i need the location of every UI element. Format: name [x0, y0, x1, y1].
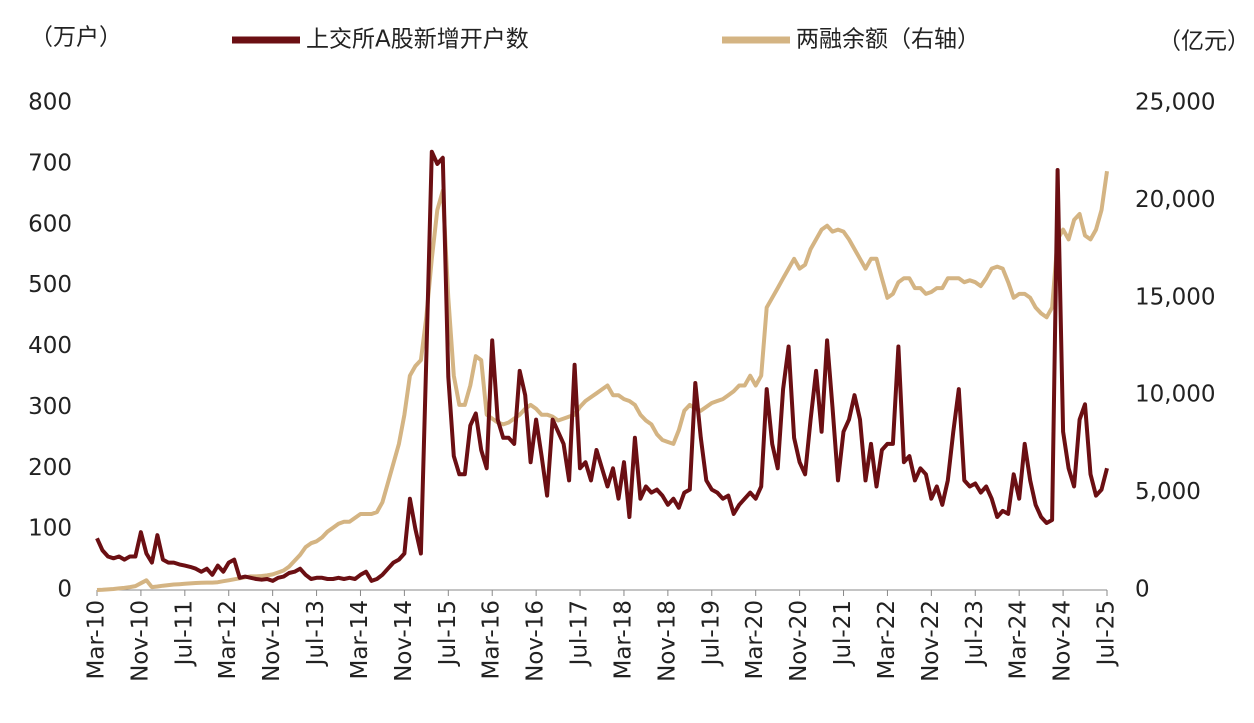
- x-tick-label: Nov-10: [127, 600, 153, 682]
- y2-tick-label: 0: [1135, 577, 1150, 603]
- y-tick-label: 100: [28, 516, 72, 542]
- y-tick-label: 400: [28, 333, 72, 359]
- y-axis-label: （万户）: [30, 25, 122, 51]
- x-tick-label: Jul-11: [171, 600, 197, 667]
- x-tick-label: Mar-22: [874, 600, 900, 680]
- x-tick-label: Mar-20: [742, 600, 768, 680]
- series-line: [95, 149, 1109, 583]
- x-tick-label: Nov-12: [259, 600, 285, 682]
- x-tick-label: Nov-18: [654, 600, 680, 682]
- x-tick-label: Jul-15: [435, 600, 461, 667]
- y2-tick-label: 20,000: [1135, 187, 1215, 213]
- x-tick-label: Mar-18: [610, 600, 636, 680]
- x-tick-label: Jul-21: [830, 600, 856, 667]
- x-tick-label: Mar-10: [84, 600, 110, 680]
- y2-tick-label: 15,000: [1135, 284, 1215, 310]
- x-tick-label: Jul-25: [1094, 600, 1120, 667]
- x-tick-label: Mar-14: [347, 600, 373, 680]
- x-tick-label: Nov-22: [918, 600, 944, 682]
- x-tick-label: Nov-14: [391, 600, 417, 682]
- y-tick-label: 500: [28, 272, 72, 298]
- y-tick-label: 800: [28, 90, 72, 116]
- y2-tick-label: 5,000: [1135, 479, 1201, 505]
- y-tick-label: 700: [28, 150, 72, 176]
- series-line: [96, 170, 1109, 592]
- x-tick-label: Jul-13: [303, 600, 329, 667]
- x-tick-label: Nov-24: [1050, 600, 1076, 682]
- legend-label: 上交所A股新增开户数: [306, 27, 529, 53]
- x-tick-label: Nov-20: [786, 600, 812, 682]
- y2-tick-label: 10,000: [1135, 382, 1215, 408]
- y-tick-label: 0: [57, 577, 72, 603]
- x-tick-label: Mar-12: [215, 600, 241, 680]
- y2-axis-label: （亿元）: [1158, 29, 1250, 55]
- x-tick-label: Nov-16: [523, 600, 549, 682]
- x-tick-label: Mar-16: [479, 600, 505, 680]
- x-tick-label: Jul-17: [567, 600, 593, 667]
- x-tick-label: Jul-23: [962, 600, 988, 667]
- y-tick-label: 300: [28, 394, 72, 420]
- x-tick-label: Jul-19: [698, 600, 724, 667]
- y-tick-label: 600: [28, 211, 72, 237]
- y-tick-label: 200: [28, 455, 72, 481]
- y2-tick-label: 25,000: [1135, 90, 1215, 116]
- legend-label: 两融余额（右轴）: [796, 27, 980, 53]
- x-tick-label: Mar-24: [1006, 600, 1032, 680]
